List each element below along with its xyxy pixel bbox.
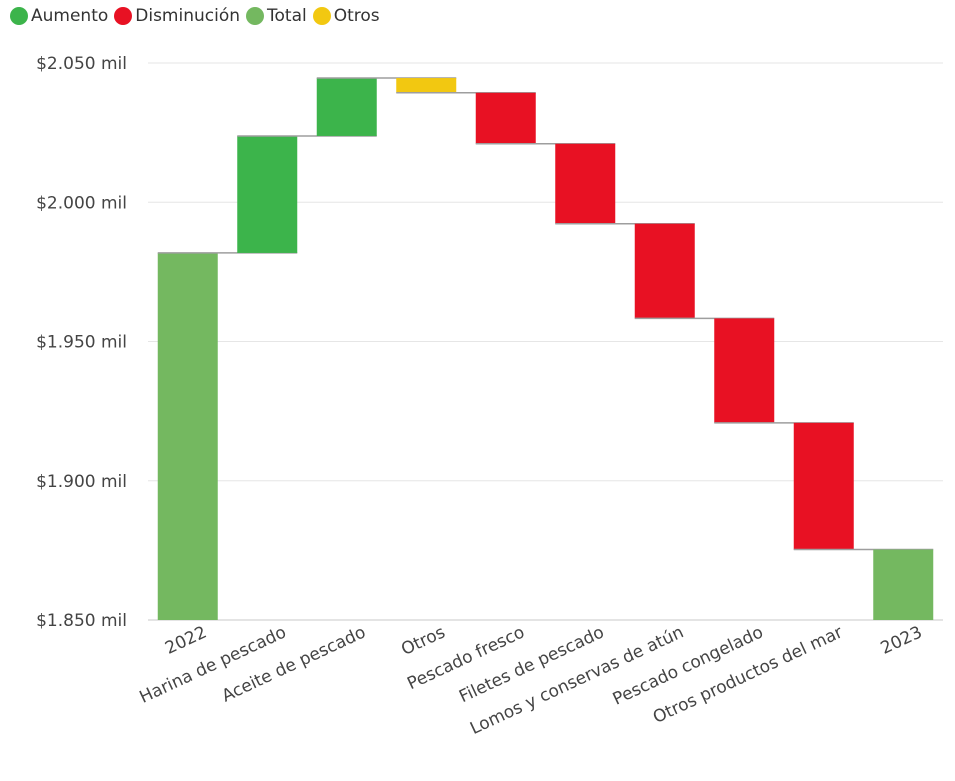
x-tick-label: Harina de pescado <box>137 622 290 707</box>
y-tick-label: $1.850 mil <box>36 611 127 631</box>
y-tick-label: $2.050 mil <box>36 54 127 74</box>
bar-otros-productos-del-mar[interactable] <box>794 423 854 550</box>
bar-aceite-de-pescado[interactable] <box>317 78 377 136</box>
x-tick-label: Aceite de pescado <box>219 622 369 706</box>
bar-2022[interactable] <box>158 253 218 620</box>
bar-2023[interactable] <box>873 550 933 620</box>
bar-pescado-congelado[interactable] <box>714 318 774 422</box>
bar-otros[interactable] <box>396 78 456 93</box>
bar-harina-de-pescado[interactable] <box>237 136 297 253</box>
bar-filetes-de-pescado[interactable] <box>555 144 615 224</box>
y-tick-label: $1.950 mil <box>36 333 127 353</box>
y-tick-label: $2.000 mil <box>36 193 127 213</box>
x-tick-label: 2022 <box>162 622 210 658</box>
bar-lomos-y-conservas-de-atun[interactable] <box>635 224 695 319</box>
x-tick-label: 2023 <box>878 622 926 658</box>
y-tick-label: $1.900 mil <box>36 472 127 492</box>
x-tick-label: Otros <box>398 622 448 660</box>
bar-pescado-fresco[interactable] <box>476 93 536 144</box>
